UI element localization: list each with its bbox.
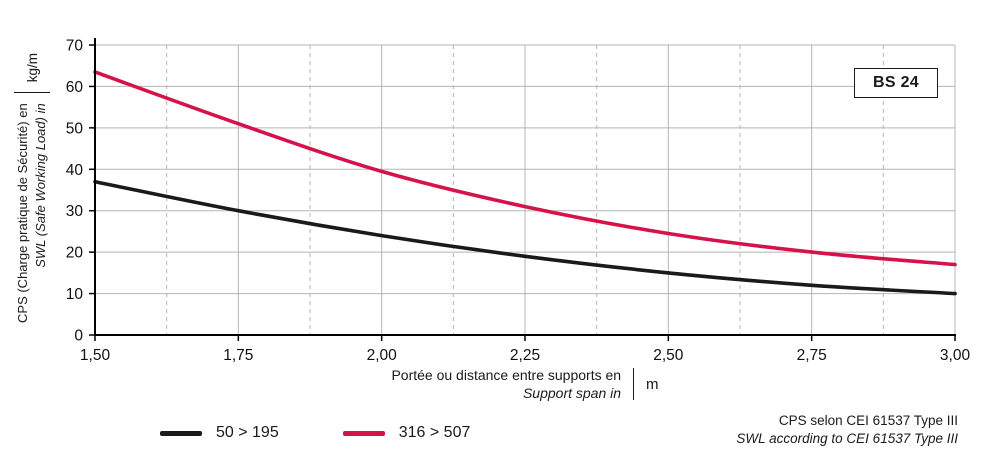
footnote: CPS selon CEI 61537 Type III SWL accordi… bbox=[736, 412, 958, 448]
svg-text:2,00: 2,00 bbox=[367, 347, 398, 364]
svg-text:40: 40 bbox=[66, 162, 84, 179]
y-axis-title-fr: CPS (Charge pratique de Sécurité) en bbox=[15, 103, 31, 323]
x-axis-title-fr: Portée ou distance entre supports en bbox=[391, 367, 622, 383]
legend-swatch-red-line bbox=[342, 430, 385, 436]
svg-text:2,25: 2,25 bbox=[510, 347, 540, 364]
svg-text:10: 10 bbox=[66, 286, 84, 303]
svg-text:50: 50 bbox=[66, 120, 84, 137]
svg-text:1,50: 1,50 bbox=[80, 347, 111, 364]
svg-text:1,75: 1,75 bbox=[223, 347, 253, 364]
x-axis-title: Portée ou distance entre supports en Sup… bbox=[95, 366, 955, 402]
x-axis-title-en: Support span in bbox=[522, 385, 622, 402]
svg-text:30: 30 bbox=[66, 203, 84, 220]
svg-text:20: 20 bbox=[66, 245, 84, 262]
y-axis-title-text: CPS (Charge pratique de Sécurité) en SWL… bbox=[14, 103, 49, 323]
svg-text:2,75: 2,75 bbox=[797, 347, 827, 364]
legend-swatch-black-line bbox=[160, 430, 202, 436]
legend: 50 > 195 316 > 507 bbox=[160, 424, 470, 442]
type-badge: BS 24 bbox=[854, 68, 938, 98]
y-axis-unit-divider bbox=[14, 92, 50, 94]
legend-item: 316 > 507 bbox=[342, 424, 471, 442]
footnote-line-en: SWL according to CEI 61537 Type III bbox=[736, 431, 958, 447]
svg-text:3,00: 3,00 bbox=[940, 347, 971, 364]
legend-item: 50 > 195 bbox=[160, 424, 279, 442]
y-axis-title-en: SWL (Safe Working Load) in bbox=[33, 103, 48, 268]
x-axis-unit-divider bbox=[633, 368, 635, 401]
svg-text:60: 60 bbox=[66, 79, 84, 96]
svg-text:70: 70 bbox=[66, 38, 84, 55]
svg-text:0: 0 bbox=[74, 328, 83, 345]
footnote-line-fr: CPS selon CEI 61537 Type III bbox=[778, 413, 958, 428]
svg-text:2,50: 2,50 bbox=[653, 347, 684, 364]
legend-label: 316 > 507 bbox=[398, 424, 471, 441]
x-axis-title-text: Portée ou distance entre supports en Sup… bbox=[391, 366, 621, 402]
legend-label: 50 > 195 bbox=[216, 424, 279, 441]
y-axis-unit: kg/m bbox=[24, 53, 40, 83]
y-axis-title: CPS (Charge pratique de Sécurité) en SWL… bbox=[2, 18, 62, 358]
x-axis-unit: m bbox=[646, 375, 659, 393]
